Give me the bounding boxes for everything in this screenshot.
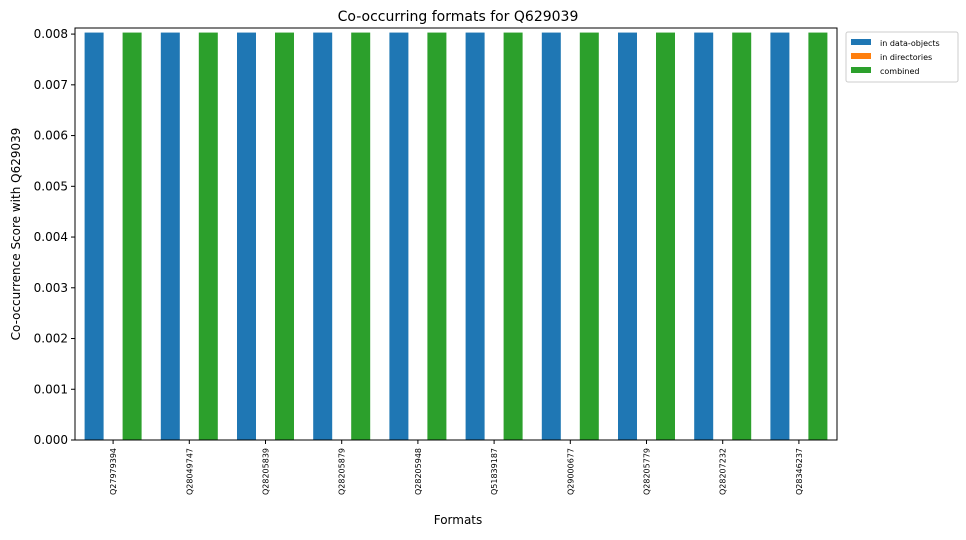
x-axis: Q27979394 Q28049747 Q28205839 Q28205879 Q282… bbox=[109, 440, 804, 495]
bar-in-data-objects-Q28049747 bbox=[160, 32, 180, 440]
legend: in data-objects in directories combined bbox=[845, 31, 959, 83]
x-tick-label: Q51839187 bbox=[490, 448, 499, 495]
y-tick-label: 0.007 bbox=[34, 78, 68, 92]
bars-group bbox=[84, 32, 828, 440]
bar-combined-Q28205839 bbox=[275, 32, 294, 440]
x-tick-label: Q28049747 bbox=[185, 448, 194, 495]
legend-label: in directories bbox=[880, 53, 932, 62]
bar-combined-Q28205779 bbox=[656, 32, 675, 440]
bar-in-data-objects-Q28205779 bbox=[618, 32, 637, 440]
y-tick-label: 0.006 bbox=[34, 129, 68, 143]
bar-combined-Q28049747 bbox=[198, 32, 218, 440]
plot-frame bbox=[74, 27, 838, 441]
y-tick-label: 0.008 bbox=[34, 27, 68, 41]
x-tick-label: Q29000677 bbox=[566, 448, 575, 495]
x-tick-label: Q28205779 bbox=[643, 448, 652, 495]
bar-in-data-objects-Q28205948 bbox=[389, 32, 409, 440]
legend-box bbox=[845, 31, 959, 83]
bar-combined-Q29000677 bbox=[579, 32, 599, 440]
legend-swatch bbox=[851, 67, 871, 73]
bar-in-data-objects-Q28205879 bbox=[313, 32, 333, 440]
bar-in-data-objects-Q29000677 bbox=[541, 32, 561, 440]
legend-label: combined bbox=[880, 67, 919, 76]
x-tick-label: Q28346237 bbox=[795, 448, 804, 495]
legend-swatch bbox=[851, 39, 871, 45]
bar-in-data-objects-Q27979394 bbox=[84, 32, 104, 440]
y-tick-label: 0.003 bbox=[34, 281, 68, 295]
bar-combined-Q28207232 bbox=[732, 32, 752, 440]
y-tick-label: 0.000 bbox=[34, 433, 68, 447]
x-tick-label: Q28205948 bbox=[414, 448, 423, 495]
bar-in-data-objects-Q28205839 bbox=[237, 32, 256, 440]
bar-combined-Q27979394 bbox=[122, 32, 142, 440]
y-axis: 0.000 0.001 0.002 0.003 0.004 0.005 0.006 0.007… bbox=[34, 27, 75, 447]
x-tick-label: Q27979394 bbox=[109, 448, 118, 495]
bar-combined-Q28205879 bbox=[351, 32, 371, 440]
bar-in-data-objects-Q28207232 bbox=[694, 32, 714, 440]
legend-label: in data-objects bbox=[880, 39, 940, 48]
y-tick-label: 0.004 bbox=[34, 230, 68, 244]
bar-combined-Q28346237 bbox=[808, 32, 828, 440]
chart-title: Co-occurring formats for Q629039 bbox=[338, 9, 579, 25]
y-axis-label: Co-occurrence Score with Q629039 bbox=[9, 128, 23, 341]
y-tick-label: 0.005 bbox=[34, 179, 68, 193]
y-tick-label: 0.001 bbox=[34, 382, 68, 396]
x-tick-label: Q28205879 bbox=[338, 448, 347, 495]
x-axis-label: Formats bbox=[434, 513, 483, 527]
bar-combined-Q51839187 bbox=[503, 32, 523, 440]
x-tick-label: Q28207232 bbox=[719, 448, 728, 495]
x-tick-label: Q28205839 bbox=[262, 448, 271, 495]
legend-swatch bbox=[851, 53, 871, 59]
bar-in-data-objects-Q51839187 bbox=[465, 32, 485, 440]
bar-in-data-objects-Q28346237 bbox=[770, 32, 790, 440]
bar-combined-Q28205948 bbox=[427, 32, 447, 440]
y-tick-label: 0.002 bbox=[34, 332, 68, 346]
